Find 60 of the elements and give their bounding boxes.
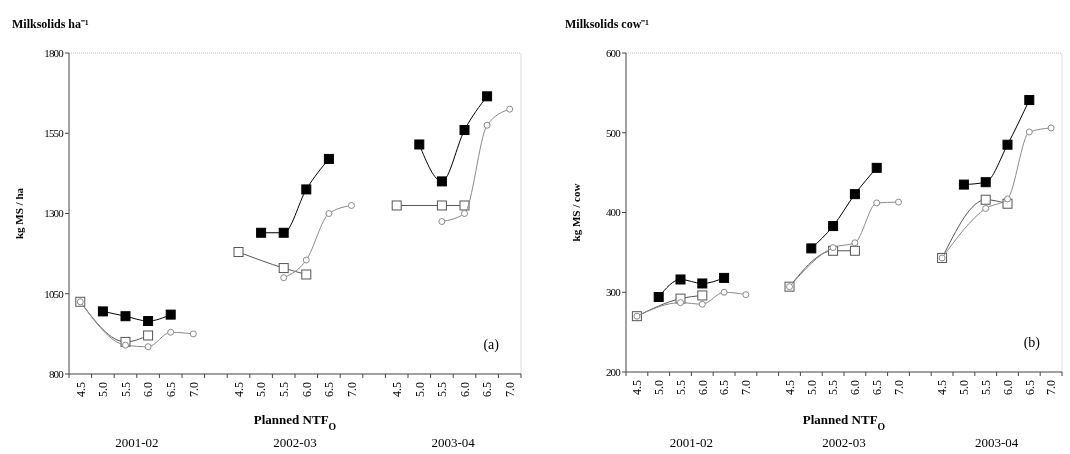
x-tick-label: 6.5 [480,382,495,397]
text: 2003-04 [974,435,1019,450]
x-tick-label: 4.5 [73,382,88,397]
x-tick-label: 5.5 [978,380,993,395]
x-tick-label: 6.5 [1022,380,1037,395]
x-tick-label: 4.5 [782,380,797,395]
y-tick-label: 200 [605,365,622,378]
y-tick-label: 1800 [44,46,65,59]
y-tick-label: 400 [605,206,622,219]
x-tick-label: 5.5 [673,380,688,395]
text: 2001-02 [115,435,159,450]
y-axis-title: kg MS / cow [570,183,582,242]
text: 2003-04 [431,435,476,450]
text: 2001-02 [669,435,714,450]
y-tick-label: 800 [48,367,65,380]
x-tick-label: 5.0 [412,382,427,397]
x-tick-label: 5.5 [118,382,133,397]
x-tick-label: 6.0 [848,380,863,395]
y-tick-label: 1550 [44,127,65,140]
chart-title: Milksolids cow⁻¹ [565,17,650,31]
annotation: (a) [483,337,500,353]
x-tick-label: 5.5 [435,382,450,397]
y-tick-label: 500 [605,126,622,139]
x-tick-label: 7.0 [502,382,517,397]
x-tick-label: 6.0 [141,382,156,397]
chart-title: Milksolids ha⁻¹ [12,17,90,31]
x-tick-label: 6.0 [457,382,472,397]
x-tick-label: 5.0 [96,382,111,397]
x-tick-label: 5.0 [254,382,269,397]
y-axis-title: kg MS / ha [13,187,25,240]
y-tick-label: 600 [605,46,622,59]
x-tick-label: 4.5 [630,380,645,395]
y-tick-label: 300 [605,286,622,299]
x-tick-label: 5.0 [804,380,819,395]
x-tick-label: 7.0 [891,380,906,395]
x-tick-label: 5.5 [276,382,291,397]
x-tick-label: 6.5 [717,380,732,395]
x-axis-title: Planned NTF$_{O}$ [253,412,337,432]
x-tick-label: 6.5 [163,382,178,397]
text: 2002-03 [822,435,866,450]
x-tick-label: 4.5 [231,382,246,397]
y-tick-label: 1300 [44,207,65,220]
x-tick-label: 7.0 [1044,380,1059,395]
x-tick-label: 4.5 [389,382,404,397]
x-axis-title: Planned NTF$_{O}$ [802,412,886,432]
x-tick-label: 6.5 [322,382,337,397]
x-tick-label: 6.5 [869,380,884,395]
x-tick-label: 6.0 [299,382,314,397]
x-tick-label: 5.0 [957,380,972,395]
x-tick-label: 6.0 [695,380,710,395]
x-tick-label: 5.5 [826,380,841,395]
text: 2002-03 [273,435,317,450]
x-tick-label: 7.0 [344,382,359,397]
x-tick-label: 6.0 [1000,380,1015,395]
x-tick-label: 5.0 [651,380,666,395]
x-tick-label: 7.0 [739,380,754,395]
x-tick-label: 7.0 [186,382,201,397]
y-tick-label: 1050 [44,287,65,300]
annotation: (b) [1023,335,1041,351]
x-tick-label: 4.5 [935,380,950,395]
